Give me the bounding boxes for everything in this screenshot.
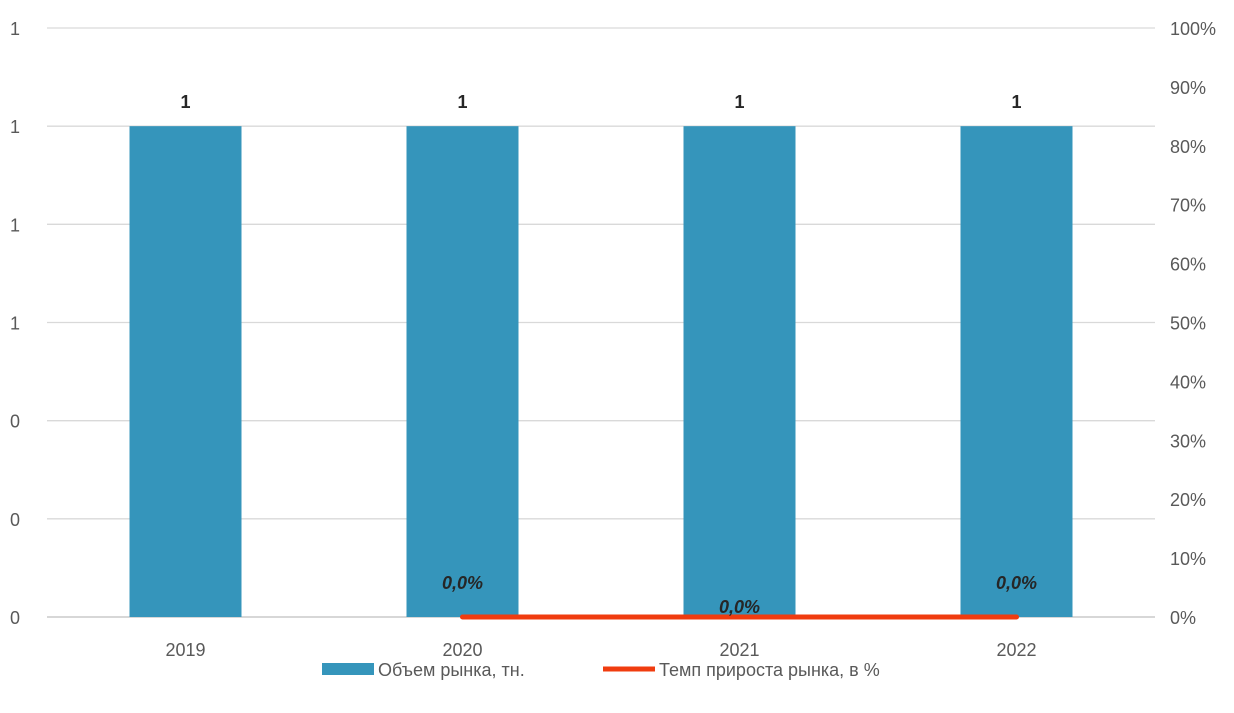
- bar-data-label: 1: [457, 92, 467, 112]
- left-axis-tick-label: 1: [10, 117, 20, 137]
- right-axis-ticks: 0% 10% 20% 30% 40% 50% 60% 70% 80% 90% 100%: [1170, 19, 1216, 628]
- bar: [683, 126, 796, 618]
- bar-data-labels: 1 1 1 1: [180, 92, 1021, 112]
- right-axis-tick-label: 90%: [1170, 78, 1206, 98]
- line-data-label: 0,0%: [719, 597, 760, 617]
- left-axis-tick-label: 1: [10, 19, 20, 39]
- legend: Объем рынка, тн. Темп прироста рынка, в …: [322, 660, 880, 680]
- right-axis-tick-label: 0%: [1170, 608, 1196, 628]
- line-data-labels: 0,0% 0,0% 0,0%: [442, 573, 1037, 617]
- left-axis-tick-label: 0: [10, 510, 20, 530]
- legend-label-line: Темп прироста рынка, в %: [659, 660, 880, 680]
- x-axis-tick-label: 2022: [996, 640, 1036, 660]
- bar: [129, 126, 242, 618]
- left-axis-tick-label: 1: [10, 314, 20, 334]
- right-axis-tick-label: 30%: [1170, 431, 1206, 451]
- right-axis-tick-label: 50%: [1170, 314, 1206, 334]
- right-axis-tick-label: 70%: [1170, 196, 1206, 216]
- right-axis-tick-label: 20%: [1170, 490, 1206, 510]
- left-axis-ticks: 0 0 0 1 1 1 1: [10, 19, 20, 628]
- line-data-label: 0,0%: [442, 573, 483, 593]
- x-axis-ticks: 2019 2020 2021 2022: [165, 640, 1036, 660]
- bar: [406, 126, 519, 618]
- x-axis-tick-label: 2019: [165, 640, 205, 660]
- x-axis-tick-label: 2020: [442, 640, 482, 660]
- right-axis-tick-label: 60%: [1170, 255, 1206, 275]
- right-axis-tick-label: 40%: [1170, 372, 1206, 392]
- legend-label-bar: Объем рынка, тн.: [378, 660, 525, 680]
- line-data-label: 0,0%: [996, 573, 1037, 593]
- bar-series: [129, 126, 1073, 618]
- right-axis-tick-label: 100%: [1170, 19, 1216, 39]
- x-axis-tick-label: 2021: [719, 640, 759, 660]
- bar-data-label: 1: [1011, 92, 1021, 112]
- left-axis-tick-label: 0: [10, 412, 20, 432]
- bar-data-label: 1: [180, 92, 190, 112]
- right-axis-tick-label: 10%: [1170, 549, 1206, 569]
- bar-data-label: 1: [734, 92, 744, 112]
- bar: [960, 126, 1073, 618]
- right-axis-tick-label: 80%: [1170, 137, 1206, 157]
- left-axis-tick-label: 1: [10, 215, 20, 235]
- left-axis-tick-label: 0: [10, 608, 20, 628]
- legend-swatch-bar: [322, 663, 374, 675]
